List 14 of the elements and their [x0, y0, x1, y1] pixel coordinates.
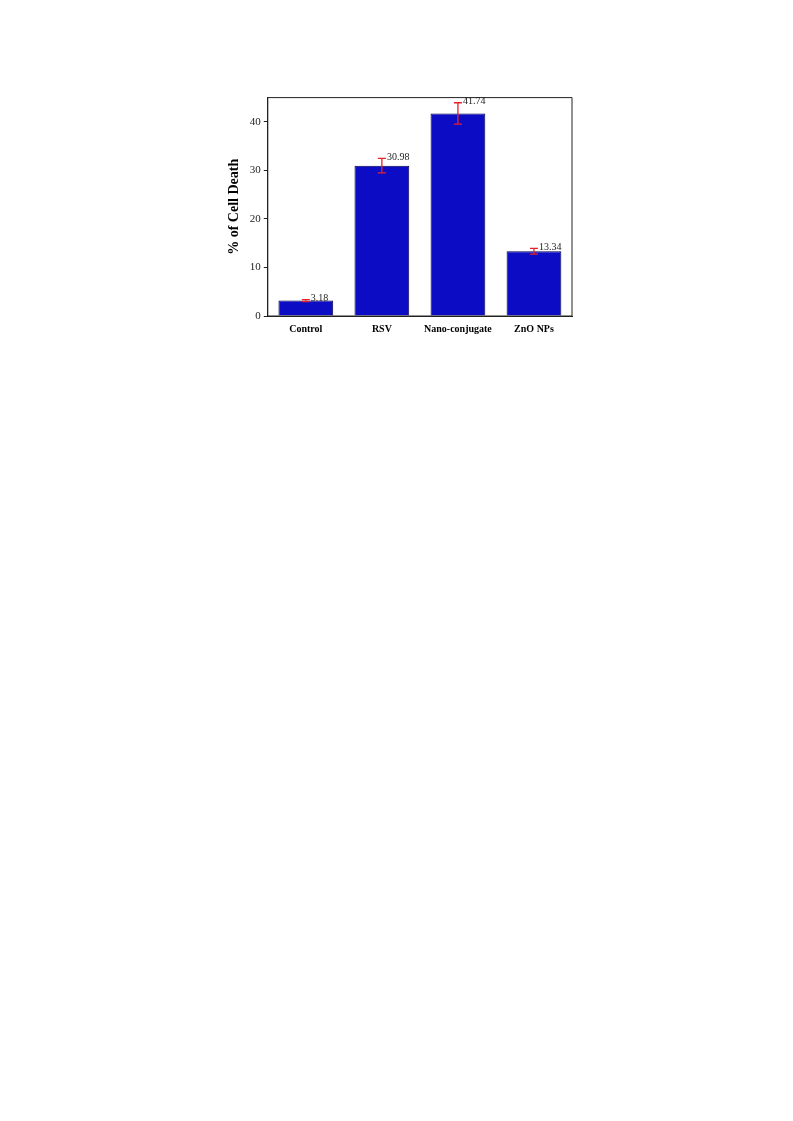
y-tick-label: 10: [249, 260, 262, 273]
y-axis-title: % of Cell Death: [226, 158, 242, 255]
y-tick-label: 20: [249, 211, 262, 224]
x-tick-label: ZnO NPs: [514, 322, 554, 334]
data-label: 30.98: [386, 150, 410, 162]
data-label: 13.34: [538, 240, 562, 252]
x-tick-label: Control: [289, 322, 323, 334]
y-tick-label: 40: [249, 114, 262, 127]
x-tick-label: RSV: [371, 322, 393, 334]
y-tick-label: 0: [255, 308, 262, 321]
y-tick-label: 30: [249, 163, 262, 176]
data-label: 41.74: [462, 95, 486, 107]
x-tick-label: Nano-conjugate: [424, 322, 493, 334]
data-label: 3.18: [310, 292, 329, 304]
